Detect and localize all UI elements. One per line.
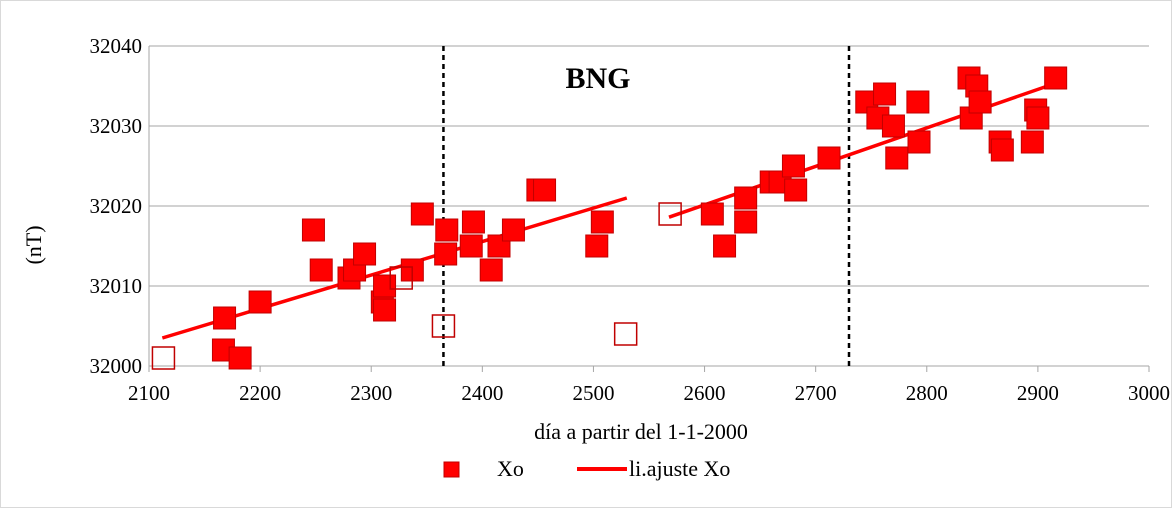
data-point-outlier <box>151 346 176 370</box>
x-tick-label: 2200 <box>239 381 281 405</box>
data-point-xo <box>435 218 459 242</box>
y-tick-label: 32010 <box>90 274 143 298</box>
data-point-xo <box>990 138 1014 162</box>
data-point-xo <box>713 234 737 258</box>
data-point-xo <box>501 218 525 242</box>
annotation-bng: BNG <box>565 62 630 95</box>
data-point-xo <box>700 202 724 226</box>
data-point-outlier <box>613 322 638 346</box>
data-point-xo <box>479 258 503 282</box>
data-point-xo <box>968 90 992 114</box>
data-point-xo <box>817 146 841 170</box>
fit-line-segment <box>161 196 628 340</box>
data-point-xo <box>459 234 483 258</box>
data-point-xo <box>410 202 434 226</box>
data-point-xo <box>784 178 808 202</box>
x-tick-label: 3000 <box>1128 381 1170 405</box>
data-point-xo <box>585 234 609 258</box>
legend: Xo li.ajuste Xo <box>443 456 730 481</box>
data-point-xo <box>734 210 758 234</box>
data-point-xo <box>248 290 272 314</box>
legend-label-xo: Xo <box>497 456 524 481</box>
data-point-xo <box>213 306 237 330</box>
y-tick-label: 32040 <box>90 34 143 58</box>
data-point-xo <box>228 346 252 370</box>
x-tick-label: 2800 <box>906 381 948 405</box>
data-point-xo <box>373 298 397 322</box>
y-tick-label: 32000 <box>90 354 143 378</box>
y-tick-label: 32020 <box>90 194 143 218</box>
y-tick-label: 32030 <box>90 114 143 138</box>
grid-layer <box>148 45 1150 372</box>
x-tick-label: 2400 <box>461 381 503 405</box>
data-point-xo <box>373 274 397 298</box>
data-point-xo <box>1020 130 1044 154</box>
data-point-outlier <box>389 266 413 290</box>
data-point-xo <box>1044 66 1068 90</box>
data-point-xo <box>906 90 930 114</box>
data-point-xo <box>309 258 333 282</box>
data-point-xo <box>907 130 931 154</box>
data-point-outlier <box>658 202 682 226</box>
tick-labels: 32000 32010 32020 32030 32040 2100 2200 2300 240… <box>90 34 1171 405</box>
data-point-xo <box>881 114 905 138</box>
data-point-xo <box>873 82 897 106</box>
data-point-xo <box>590 210 614 234</box>
data-points <box>151 66 1068 370</box>
x-tick-label: 2500 <box>572 381 614 405</box>
data-point-xo <box>301 218 325 242</box>
x-tick-label: 2300 <box>350 381 392 405</box>
data-point-xo <box>353 242 377 266</box>
data-point-outlier <box>431 314 456 338</box>
data-point-xo <box>885 146 909 170</box>
x-axis-title: día a partir del 1-1-2000 <box>534 419 748 444</box>
legend-marker-xo <box>443 461 460 478</box>
y-axis-title: (nT) <box>21 225 46 264</box>
data-point-xo <box>1026 106 1050 130</box>
data-point-xo <box>734 186 758 210</box>
x-tick-label: 2700 <box>795 381 837 405</box>
x-tick-label: 2600 <box>684 381 726 405</box>
x-tick-label: 2900 <box>1017 381 1059 405</box>
data-point-xo <box>781 154 805 178</box>
data-point-xo <box>434 242 458 266</box>
legend-label-fit: li.ajuste Xo <box>629 456 730 481</box>
data-point-xo <box>461 210 485 234</box>
data-point-xo <box>533 178 557 202</box>
x-tick-label: 2100 <box>128 381 170 405</box>
